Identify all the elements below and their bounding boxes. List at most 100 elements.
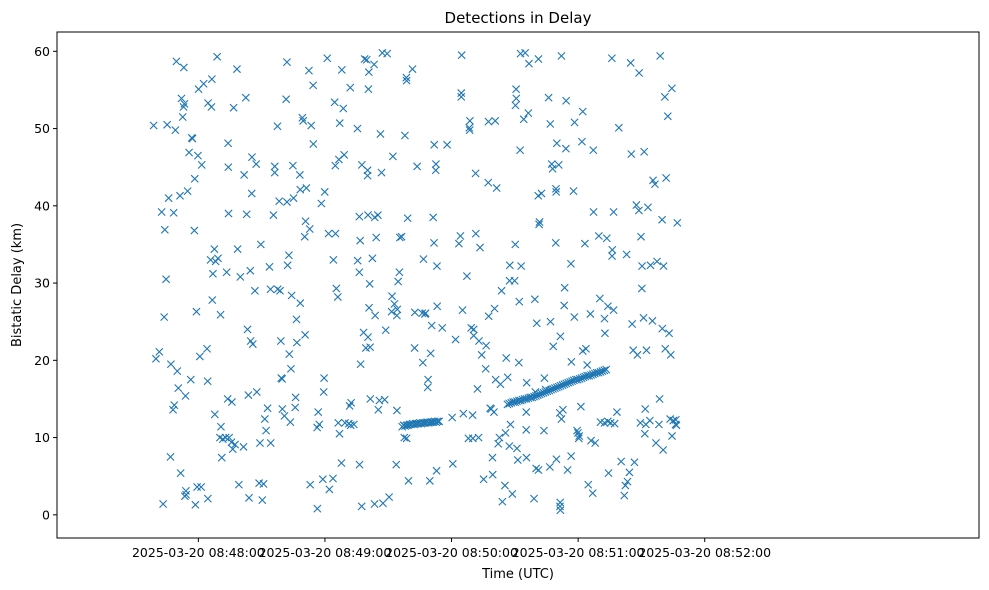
data-point [591, 438, 600, 447]
data-point [669, 416, 678, 425]
data-point [465, 126, 474, 135]
data-point [402, 73, 411, 82]
data-point [630, 458, 639, 467]
data-point [634, 206, 643, 215]
data-point [217, 453, 226, 462]
data-point [494, 439, 503, 448]
data-point [366, 343, 375, 352]
data-point [512, 444, 521, 453]
data-point [539, 426, 548, 435]
data-point [392, 406, 401, 415]
data-point [394, 277, 403, 286]
data-point [346, 83, 355, 92]
data-point [248, 340, 257, 349]
data-point [496, 380, 505, 389]
data-point [510, 276, 519, 285]
data-point [530, 295, 539, 304]
data-point [655, 394, 664, 403]
data-point [393, 305, 402, 314]
data-point [557, 415, 566, 424]
data-point [600, 314, 609, 323]
data-point [246, 266, 255, 275]
data-point [481, 364, 490, 373]
data-point [283, 261, 292, 270]
data-point [203, 377, 212, 386]
data-point [191, 500, 200, 509]
data-point [421, 309, 430, 318]
data-point [216, 422, 225, 431]
data-point [532, 319, 541, 328]
data-point [609, 208, 618, 216]
data-point [166, 360, 175, 369]
data-point [364, 333, 372, 342]
data-point [628, 320, 637, 329]
data-point [620, 491, 629, 500]
data-point [255, 438, 264, 447]
data-point [418, 309, 427, 318]
data-point [427, 321, 436, 330]
data-point [583, 360, 592, 369]
data-point [544, 93, 553, 102]
data-point [291, 403, 300, 412]
data-point [239, 442, 248, 451]
data-point [256, 240, 265, 249]
data-point [474, 337, 483, 345]
data-point [658, 324, 667, 333]
data-point [270, 162, 279, 171]
data-point [668, 432, 677, 441]
data-point [627, 150, 636, 159]
data-point [185, 148, 194, 157]
data-point [236, 272, 245, 281]
data-point [395, 268, 404, 277]
data-point [224, 163, 233, 172]
data-point [164, 194, 173, 203]
data-point [355, 460, 364, 469]
data-point [653, 257, 662, 266]
data-point [183, 187, 192, 196]
data-point [227, 438, 236, 447]
data-point [307, 121, 316, 130]
data-point [240, 170, 249, 179]
data-point [608, 252, 617, 261]
data-point [374, 405, 383, 414]
data-point [247, 189, 256, 198]
data-point [390, 299, 399, 308]
data-point [157, 208, 166, 216]
data-point [362, 55, 371, 64]
data-point [176, 191, 184, 200]
data-point [313, 504, 322, 513]
data-point [637, 284, 646, 293]
data-point [349, 420, 358, 429]
data-point [577, 137, 586, 146]
data-point [365, 303, 374, 312]
data-point [206, 255, 215, 264]
data-point [663, 112, 672, 121]
data-point [231, 440, 240, 449]
data-point [476, 243, 485, 252]
data-point [296, 185, 305, 194]
data-point [632, 201, 641, 210]
data-point [488, 453, 497, 462]
data-point [331, 161, 340, 170]
data-point [365, 279, 374, 288]
data-point [505, 442, 514, 451]
data-point [623, 477, 632, 486]
data-point [468, 411, 477, 420]
data-point [400, 131, 409, 140]
data-point [180, 99, 189, 108]
data-point [477, 350, 486, 359]
data-point [265, 262, 274, 271]
data-point [373, 211, 382, 220]
data-point [462, 272, 471, 281]
data-point [603, 302, 612, 311]
data-point [522, 378, 531, 387]
data-point [177, 94, 186, 103]
data-point [263, 404, 272, 413]
data-point [364, 85, 373, 94]
data-point [335, 429, 344, 438]
data-point [484, 117, 493, 126]
data-point [340, 150, 349, 159]
data-point [278, 405, 287, 413]
data-point [330, 98, 339, 107]
